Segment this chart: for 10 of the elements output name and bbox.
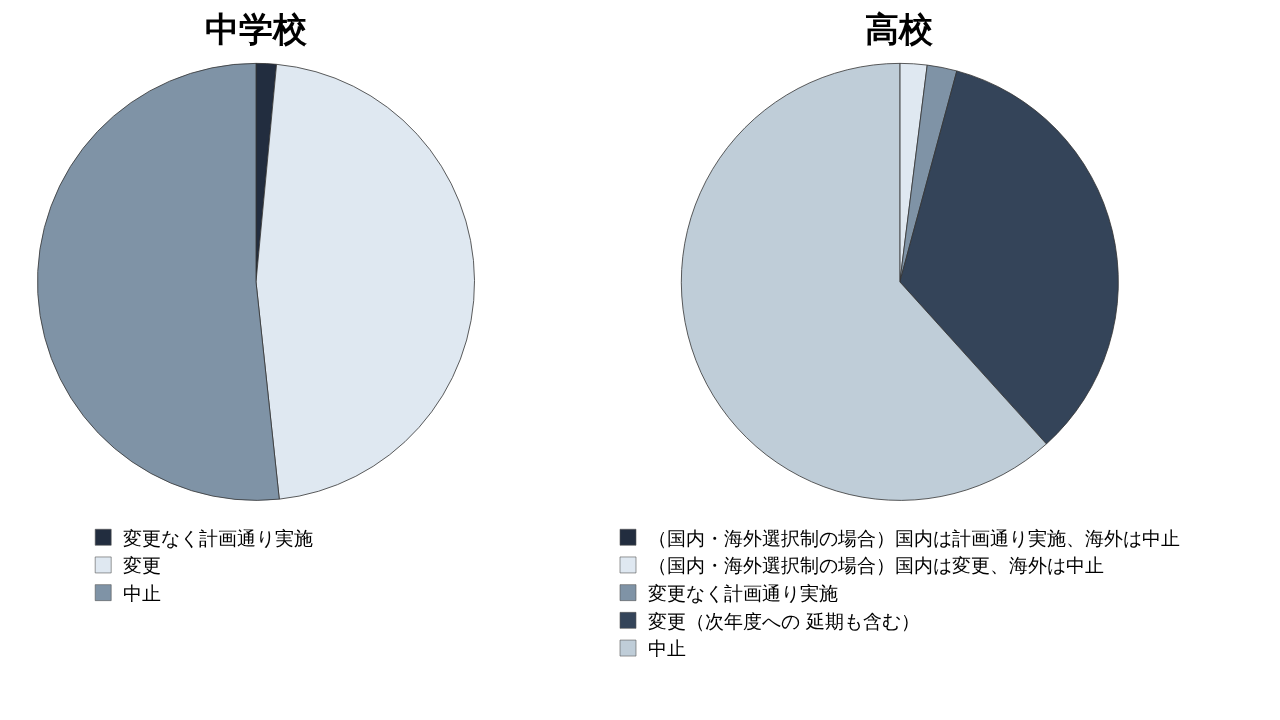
legend-label: （国内・海外選択制の場合）国内は変更、海外は中止 bbox=[648, 554, 1104, 577]
legend-label: （国内・海外選択制の場合）国内は計画通り実施、海外は中止 bbox=[648, 526, 1180, 549]
legend-label: 変更なく計画通り実施 bbox=[648, 582, 838, 605]
legend-label: 変更（次年度への 延期も含む） bbox=[648, 609, 921, 632]
chart-title: 中学校 bbox=[205, 9, 308, 49]
legend-label: 中止 bbox=[123, 582, 162, 605]
legend-label: 変更なく計画通り実施 bbox=[123, 526, 314, 549]
legend-label: 中止 bbox=[648, 637, 686, 660]
legend-label: 変更 bbox=[123, 554, 162, 577]
chart-title: 高校 bbox=[865, 9, 934, 49]
